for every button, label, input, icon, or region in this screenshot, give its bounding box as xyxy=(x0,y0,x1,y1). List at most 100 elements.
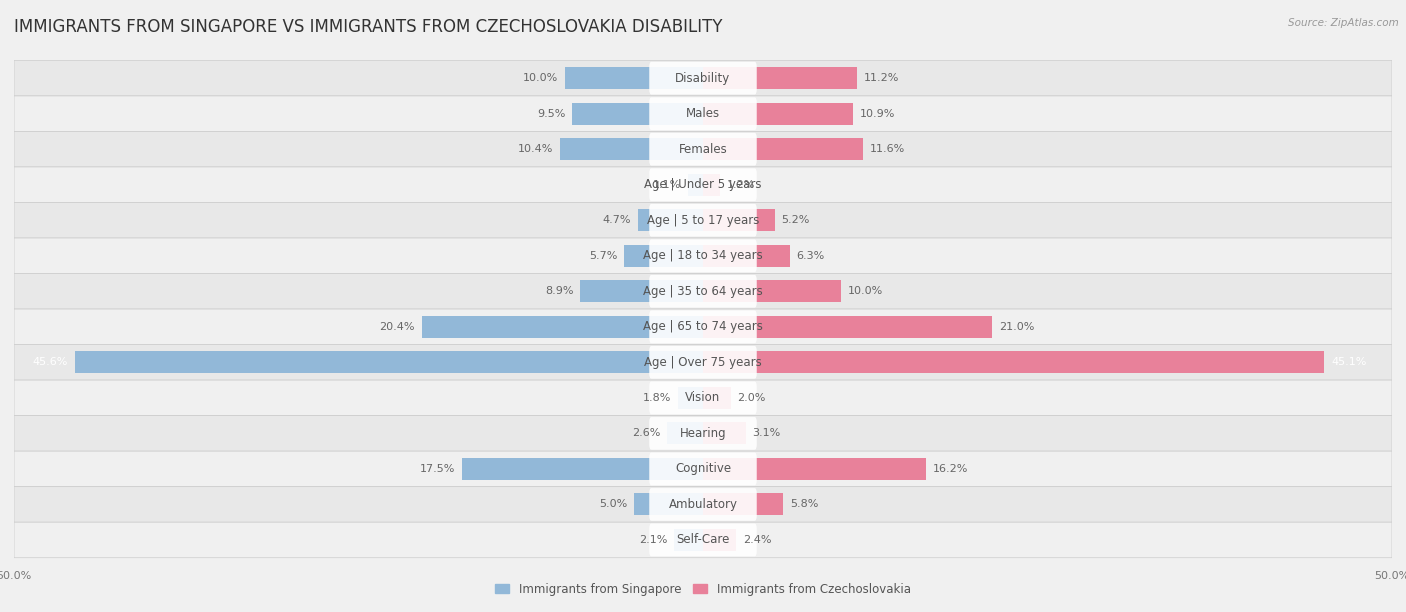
Text: 10.0%: 10.0% xyxy=(523,73,558,83)
Legend: Immigrants from Singapore, Immigrants from Czechoslovakia: Immigrants from Singapore, Immigrants fr… xyxy=(491,578,915,600)
FancyBboxPatch shape xyxy=(14,380,1392,416)
Bar xyxy=(638,209,703,231)
FancyBboxPatch shape xyxy=(650,452,756,485)
Bar xyxy=(581,280,703,302)
Text: Disability: Disability xyxy=(675,72,731,84)
FancyBboxPatch shape xyxy=(14,274,1392,309)
Bar xyxy=(703,174,720,196)
Bar xyxy=(703,245,790,267)
Text: Age | 65 to 74 years: Age | 65 to 74 years xyxy=(643,320,763,334)
FancyBboxPatch shape xyxy=(14,132,1392,167)
Text: Males: Males xyxy=(686,107,720,120)
FancyBboxPatch shape xyxy=(14,487,1392,522)
FancyBboxPatch shape xyxy=(14,451,1392,487)
Bar xyxy=(688,174,703,196)
FancyBboxPatch shape xyxy=(650,168,756,201)
Text: 21.0%: 21.0% xyxy=(1000,322,1035,332)
Text: 10.4%: 10.4% xyxy=(517,144,553,154)
FancyBboxPatch shape xyxy=(14,203,1392,238)
Bar xyxy=(703,351,1324,373)
Text: Vision: Vision xyxy=(685,391,721,405)
Bar xyxy=(703,103,853,125)
Text: Self-Care: Self-Care xyxy=(676,534,730,547)
Bar xyxy=(565,67,703,89)
Text: 10.0%: 10.0% xyxy=(848,286,883,296)
Bar xyxy=(560,138,703,160)
Text: 5.2%: 5.2% xyxy=(782,215,810,225)
Text: 11.6%: 11.6% xyxy=(870,144,905,154)
FancyBboxPatch shape xyxy=(14,96,1392,132)
FancyBboxPatch shape xyxy=(650,97,756,130)
Text: Age | Over 75 years: Age | Over 75 years xyxy=(644,356,762,369)
Text: 5.8%: 5.8% xyxy=(790,499,818,509)
Text: IMMIGRANTS FROM SINGAPORE VS IMMIGRANTS FROM CZECHOSLOVAKIA DISABILITY: IMMIGRANTS FROM SINGAPORE VS IMMIGRANTS … xyxy=(14,18,723,36)
Text: 6.3%: 6.3% xyxy=(797,251,825,261)
FancyBboxPatch shape xyxy=(650,275,756,308)
Bar xyxy=(703,458,927,480)
Text: 9.5%: 9.5% xyxy=(537,109,565,119)
FancyBboxPatch shape xyxy=(650,488,756,521)
Text: 20.4%: 20.4% xyxy=(380,322,415,332)
FancyBboxPatch shape xyxy=(14,167,1392,203)
Bar xyxy=(461,458,703,480)
Bar xyxy=(703,209,775,231)
Text: Females: Females xyxy=(679,143,727,155)
FancyBboxPatch shape xyxy=(14,416,1392,451)
Text: Age | Under 5 years: Age | Under 5 years xyxy=(644,178,762,191)
FancyBboxPatch shape xyxy=(14,345,1392,380)
Bar xyxy=(668,422,703,444)
Bar xyxy=(703,387,731,409)
Text: 1.1%: 1.1% xyxy=(652,180,681,190)
Bar xyxy=(75,351,703,373)
Bar xyxy=(703,493,783,515)
Text: Age | 35 to 64 years: Age | 35 to 64 years xyxy=(643,285,763,298)
Text: 2.1%: 2.1% xyxy=(638,535,668,545)
Text: Cognitive: Cognitive xyxy=(675,463,731,476)
Bar xyxy=(703,422,745,444)
Text: 3.1%: 3.1% xyxy=(752,428,780,438)
Bar xyxy=(703,280,841,302)
Text: 17.5%: 17.5% xyxy=(419,464,456,474)
Text: 1.8%: 1.8% xyxy=(643,393,671,403)
Bar xyxy=(624,245,703,267)
Bar xyxy=(703,67,858,89)
Text: Source: ZipAtlas.com: Source: ZipAtlas.com xyxy=(1288,18,1399,28)
FancyBboxPatch shape xyxy=(14,309,1392,345)
Text: 45.6%: 45.6% xyxy=(32,357,67,367)
Text: 45.1%: 45.1% xyxy=(1331,357,1367,367)
FancyBboxPatch shape xyxy=(650,204,756,237)
FancyBboxPatch shape xyxy=(650,381,756,414)
Text: 11.2%: 11.2% xyxy=(865,73,900,83)
Text: Age | 5 to 17 years: Age | 5 to 17 years xyxy=(647,214,759,227)
FancyBboxPatch shape xyxy=(14,61,1392,96)
FancyBboxPatch shape xyxy=(650,310,756,343)
Text: 2.4%: 2.4% xyxy=(742,535,772,545)
Text: 4.7%: 4.7% xyxy=(603,215,631,225)
FancyBboxPatch shape xyxy=(14,238,1392,274)
Text: Ambulatory: Ambulatory xyxy=(668,498,738,511)
Bar xyxy=(703,529,737,551)
Text: 1.2%: 1.2% xyxy=(727,180,755,190)
FancyBboxPatch shape xyxy=(14,522,1392,558)
Text: 5.0%: 5.0% xyxy=(599,499,627,509)
FancyBboxPatch shape xyxy=(650,524,756,556)
Text: 5.7%: 5.7% xyxy=(589,251,617,261)
Text: 8.9%: 8.9% xyxy=(546,286,574,296)
Bar xyxy=(703,138,863,160)
Text: Hearing: Hearing xyxy=(679,427,727,440)
Bar xyxy=(634,493,703,515)
FancyBboxPatch shape xyxy=(650,239,756,272)
Text: 2.0%: 2.0% xyxy=(738,393,766,403)
FancyBboxPatch shape xyxy=(650,417,756,450)
Text: 10.9%: 10.9% xyxy=(860,109,896,119)
Bar xyxy=(673,529,703,551)
Text: 2.6%: 2.6% xyxy=(631,428,661,438)
Bar xyxy=(422,316,703,338)
Text: 16.2%: 16.2% xyxy=(934,464,969,474)
FancyBboxPatch shape xyxy=(650,133,756,166)
Bar xyxy=(678,387,703,409)
FancyBboxPatch shape xyxy=(650,62,756,94)
Bar xyxy=(703,316,993,338)
Bar xyxy=(572,103,703,125)
Text: Age | 18 to 34 years: Age | 18 to 34 years xyxy=(643,249,763,263)
